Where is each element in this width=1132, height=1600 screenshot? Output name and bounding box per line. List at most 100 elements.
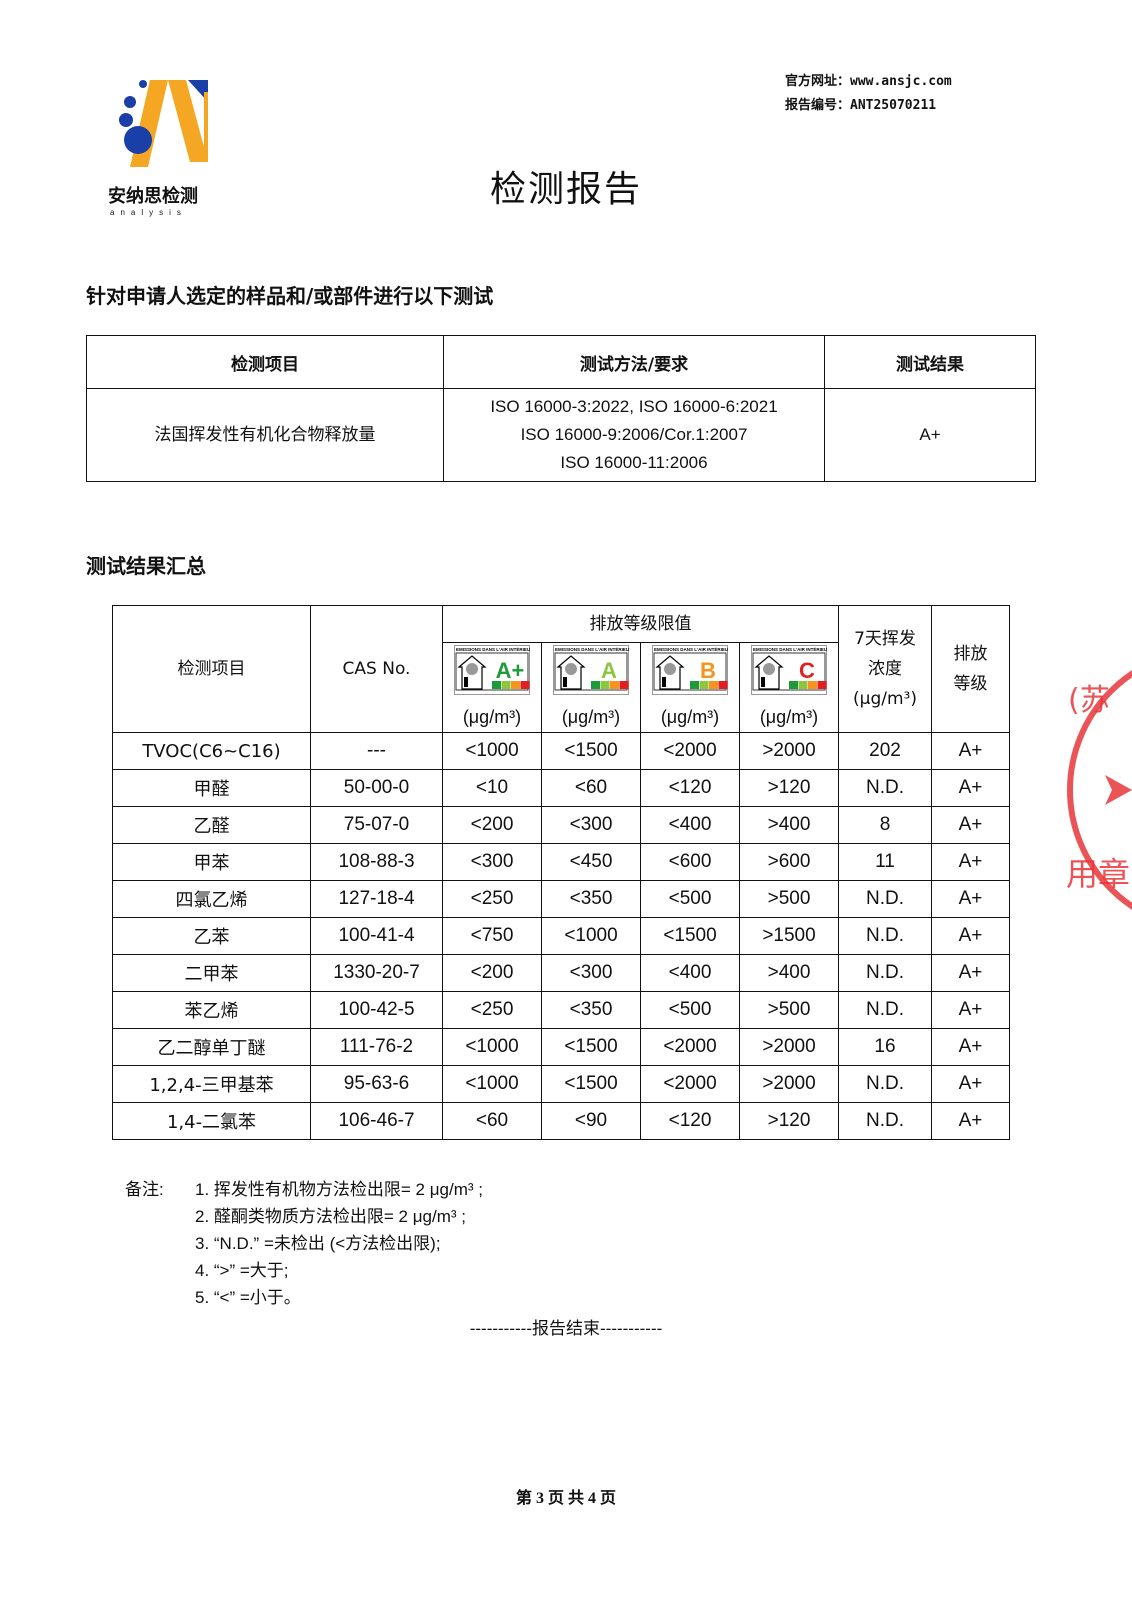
cell-limit-a: <450 (541, 843, 641, 881)
label-header: EMISSIONS DANS L'AIR INTÉRIEUR (753, 645, 827, 652)
label-grade: B (700, 658, 716, 683)
cell-item: 乙二醇单丁醚 (112, 1028, 311, 1066)
cell-concentration: N.D. (838, 917, 932, 955)
col-grade: 排放 等级 (931, 605, 1010, 733)
col-cas: CAS No. (310, 605, 443, 733)
method: ISO 16000-3:2022, ISO 16000-6:2021 (490, 397, 778, 416)
table-row: 甲苯 108-88-3 <300 <450 <600 >600 11 A+ (112, 843, 1010, 881)
cell-grade: A+ (931, 843, 1010, 881)
cell-grade: A+ (931, 1102, 1010, 1140)
cell-limit-a: <1500 (541, 1028, 641, 1066)
cell-item: 乙醛 (112, 806, 311, 844)
unit: (μg/m³) (660, 707, 720, 727)
table-row: 乙醛 75-07-0 <200 <300 <400 >400 8 A+ (112, 806, 1010, 844)
cell-item: 甲醛 (112, 769, 311, 807)
cell-item: 甲苯 (112, 843, 311, 881)
section-heading-summary: 测试结果汇总 (86, 554, 206, 578)
cell-limit-c: >1500 (739, 917, 839, 955)
grade-line: 排放 (953, 644, 988, 664)
cell-limit-a-plus: <200 (442, 806, 542, 844)
company-logo: 安纳思检测 analysis (108, 72, 223, 217)
cell-cas: 111-76-2 (310, 1028, 443, 1066)
cell-grade: A+ (931, 880, 1010, 918)
table-row: 甲醛 50-00-0 <10 <60 <120 >120 N.D. A+ (112, 769, 1010, 807)
cell-limit-a: <60 (541, 769, 641, 807)
table-row: 1,2,4-三甲基苯 95-63-6 <1000 <1500 <2000 >2000 N.D… (112, 1065, 1010, 1103)
cell-limit-a-plus: <1000 (442, 1028, 542, 1066)
cell-concentration: 8 (838, 806, 932, 844)
cell-concentration: N.D. (838, 1102, 932, 1140)
cell-item: 1,4-二氯苯 (112, 1102, 311, 1140)
cell-limit-b: <500 (640, 880, 740, 918)
cell-cas: 100-42-5 (310, 991, 443, 1029)
cell-limit-a: <1000 (541, 917, 641, 955)
col-limits: 排放等级限值 (442, 605, 839, 643)
emission-label-icon: EMISSIONS DANS L'AIR INTÉRIEUR A (553, 645, 633, 695)
cell-item: 二甲苯 (112, 954, 311, 992)
cell-limit-a: <1500 (541, 1065, 641, 1103)
class-label-b: EMISSIONS DANS L'AIR INTÉRIEUR B (μg/m³) (640, 642, 740, 733)
cell-concentration: N.D. (838, 954, 932, 992)
cell-grade: A+ (931, 806, 1010, 844)
class-label-a: EMISSIONS DANS L'AIR INTÉRIEUR A (μg/m³) (541, 642, 641, 733)
cell-grade: A+ (931, 1028, 1010, 1066)
cell-limit-b: <600 (640, 843, 740, 881)
emission-label-icon: EMISSIONS DANS L'AIR INTÉRIEUR B (652, 645, 732, 695)
official-stamp: (苏 用章 (1060, 650, 1132, 945)
conc-line: (μg/m³) (853, 689, 917, 709)
cell-limit-c: >2000 (739, 732, 839, 770)
cell-cas: 127-18-4 (310, 880, 443, 918)
cell-limit-c: >400 (739, 806, 839, 844)
report-number: 报告编号：ANT25070211 (785, 98, 937, 113)
emission-label-icon: EMISSIONS DANS L'AIR INTÉRIEUR A+ (454, 645, 534, 695)
col-item: 检测项目 (112, 605, 311, 733)
page-title: 检测报告 (489, 169, 642, 210)
cell-concentration: N.D. (838, 991, 932, 1029)
cell-concentration: 16 (838, 1028, 932, 1066)
logo-sub: analysis (110, 208, 187, 217)
cell-cas: --- (310, 732, 443, 770)
cell-limit-a-plus: <250 (442, 991, 542, 1029)
cell-limit-b: <400 (640, 806, 740, 844)
cell-limit-a: <1500 (541, 732, 641, 770)
cell-cas: 106-46-7 (310, 1102, 443, 1140)
cell-item: 苯乙烯 (112, 991, 311, 1029)
test-table: 检测项目 测试方法/要求 测试结果 法国挥发性有机化合物释放量 ISO 1600… (86, 335, 1036, 482)
cell-limit-c: >2000 (739, 1028, 839, 1066)
unit: (μg/m³) (759, 707, 819, 727)
table-row: 乙苯 100-41-4 <750 <1000 <1500 >1500 N.D. A+ (112, 917, 1010, 955)
cell-limit-b: <500 (640, 991, 740, 1029)
cell-cas: 75-07-0 (310, 806, 443, 844)
label-grade: A (601, 658, 617, 683)
table-row: 四氯乙烯 127-18-4 <250 <350 <500 >500 N.D. A+ (112, 880, 1010, 918)
cell-limit-c: >500 (739, 880, 839, 918)
page-number: 第 3 页 共 4 页 (515, 1490, 616, 1507)
note: 4. “>” =大于; (195, 1261, 289, 1280)
cell-limit-a: <350 (541, 991, 641, 1029)
class-label-c: EMISSIONS DANS L'AIR INTÉRIEUR C (μg/m³) (739, 642, 839, 733)
cell-limit-a-plus: <750 (442, 917, 542, 955)
cell-concentration: 11 (838, 843, 932, 881)
cell-limit-c: >500 (739, 991, 839, 1029)
table-row: 苯乙烯 100-42-5 <250 <350 <500 >500 N.D. A+ (112, 991, 1010, 1029)
class-label-a-plus: EMISSIONS DANS L'AIR INTÉRIEUR A+ (μg/m³… (442, 642, 542, 733)
notes-label: 备注: (125, 1180, 164, 1199)
cell-limit-a-plus: <10 (442, 769, 542, 807)
cell-limit-c: >2000 (739, 1065, 839, 1103)
note: 2. 醛酮类物质方法检出限= 2 μg/m³ ; (195, 1207, 466, 1226)
label-grade: A+ (496, 658, 525, 683)
cell-limit-a: <90 (541, 1102, 641, 1140)
conc-line: 7天挥发 (854, 629, 916, 649)
note: 5. “<” =小于。 (195, 1288, 301, 1307)
cell-grade: A+ (931, 1065, 1010, 1103)
emission-label-icon: EMISSIONS DANS L'AIR INTÉRIEUR C (751, 645, 831, 695)
label-header: EMISSIONS DANS L'AIR INTÉRIEUR (654, 645, 728, 652)
table-row: 乙二醇单丁醚 111-76-2 <1000 <1500 <2000 >2000 16 A+ (112, 1028, 1010, 1066)
cell-cas: 1330-20-7 (310, 954, 443, 992)
col-method: 测试方法/要求 (443, 335, 825, 389)
cell-grade: A+ (931, 732, 1010, 770)
cell-grade: A+ (931, 917, 1010, 955)
col-item: 检测项目 (86, 335, 444, 389)
cell-limit-a: <350 (541, 880, 641, 918)
unit: (μg/m³) (561, 707, 621, 727)
